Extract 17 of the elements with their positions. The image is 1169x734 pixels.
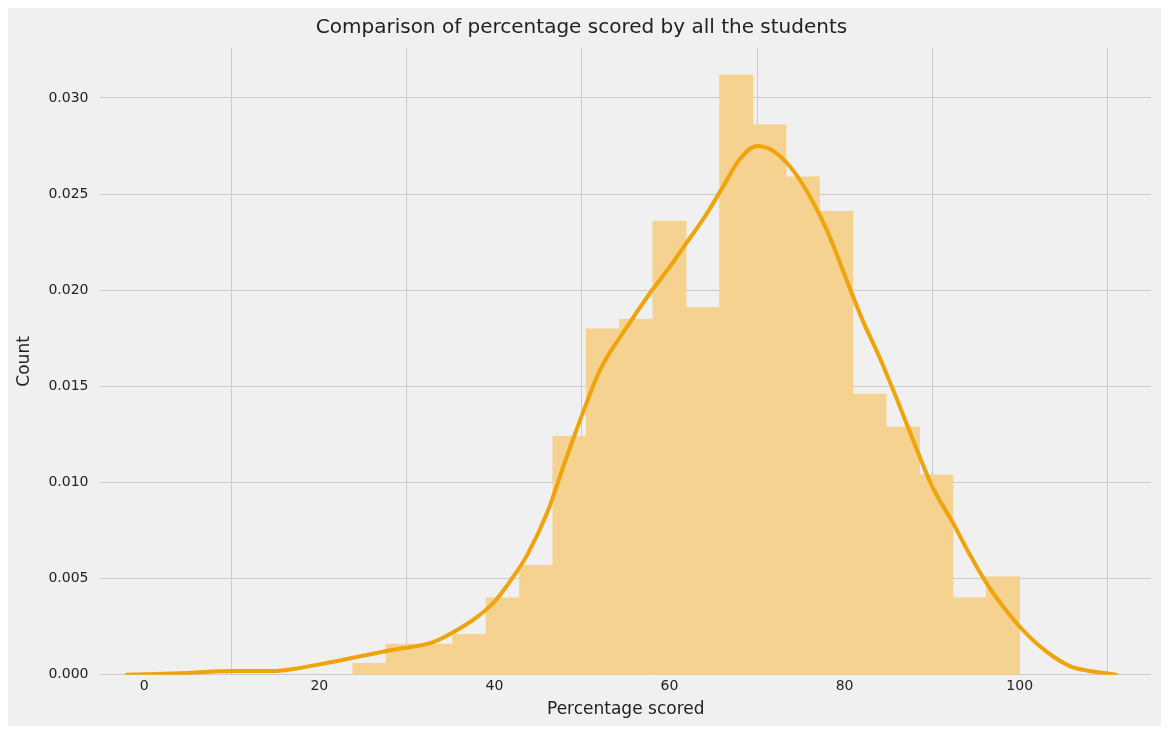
x-tick-label: 20 [310,676,329,693]
y-tick-label: 0.020 [48,280,89,297]
x-axis-title: Percentage scored [546,698,705,719]
y-tick-label: 0.025 [48,184,89,201]
y-tick-label: 0.005 [48,569,89,586]
x-tick-label: 100 [1006,676,1034,693]
y-tick-label: 0.030 [48,88,89,105]
line-series [124,144,1118,675]
x-tick-label: 80 [835,676,854,693]
y-tick-label: 0.000 [48,665,89,682]
x-tick-label: 60 [660,676,679,693]
y-tick-label: 0.015 [48,377,89,394]
y-tick-label: 0.010 [48,473,89,490]
chart-title: Comparison of percentage scored by all the students [315,14,848,39]
x-tick-label: 0 [139,676,149,693]
y-axis-title: Count [12,335,33,387]
x-tick-label: 40 [485,676,504,693]
